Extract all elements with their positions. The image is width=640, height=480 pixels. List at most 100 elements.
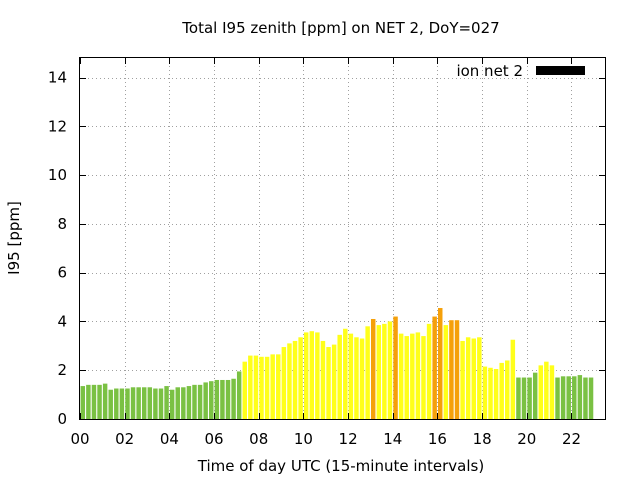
bar: [276, 354, 281, 419]
bar: [303, 332, 309, 419]
bar: [242, 361, 247, 419]
bar: [125, 388, 130, 419]
bar: [471, 338, 476, 419]
x-tick-label: 06: [204, 430, 223, 448]
bar: [415, 332, 421, 419]
bar: [544, 361, 549, 419]
bar: [225, 379, 231, 419]
legend: ion net 2: [456, 62, 585, 80]
bar: [80, 386, 86, 419]
x-tick-label: 02: [115, 430, 134, 448]
bar: [583, 377, 588, 419]
bar: [309, 331, 315, 419]
bar: [393, 316, 398, 419]
bar: [97, 384, 102, 419]
bar: [236, 371, 242, 419]
bar: [465, 337, 471, 419]
bar: [181, 387, 186, 419]
bar: [153, 388, 158, 419]
bar: [482, 366, 488, 419]
bar: [298, 337, 303, 419]
y-tick-label: 10: [48, 166, 67, 184]
bar: [410, 333, 415, 419]
bar: [169, 389, 175, 419]
y-tick-label: 14: [48, 69, 67, 87]
bar: [270, 354, 275, 419]
bar: [231, 378, 236, 419]
x-tick-label: 16: [428, 430, 447, 448]
x-tick-label: 22: [562, 430, 581, 448]
bar: [326, 347, 331, 419]
bar: [287, 343, 292, 419]
bar: [203, 382, 208, 419]
bar: [510, 339, 516, 419]
bar: [454, 320, 460, 419]
legend-swatch: [536, 66, 585, 75]
bar: [370, 318, 376, 419]
bar: [114, 388, 119, 419]
y-tick-label: 0: [57, 410, 67, 428]
bar: [527, 377, 532, 419]
bar: [588, 377, 594, 419]
bar: [209, 381, 214, 419]
bar: [331, 344, 337, 419]
chart-title: Total I95 zenith [ppm] on NET 2, DoY=027: [181, 19, 499, 37]
bar: [404, 336, 409, 419]
bar: [281, 347, 287, 419]
x-tick-label: 08: [249, 430, 268, 448]
bar: [175, 387, 180, 419]
bar: [337, 334, 342, 419]
grid-lines: [80, 58, 605, 419]
bar: [499, 362, 504, 419]
x-tick-label: 10: [294, 430, 313, 448]
bar: [192, 384, 197, 419]
bar: [186, 386, 192, 419]
bar: [432, 316, 437, 419]
bar: [387, 321, 393, 419]
bar: [259, 356, 264, 419]
plot-frame: [79, 57, 606, 420]
bar: [438, 308, 443, 419]
bar: [426, 323, 432, 419]
y-tick-label: 8: [57, 215, 67, 233]
bar: [398, 333, 404, 419]
bar: [158, 388, 164, 419]
bar: [248, 355, 253, 419]
bar: [376, 325, 382, 419]
y-tick-label: 2: [57, 361, 67, 379]
bar: [130, 387, 136, 419]
bar: [555, 377, 560, 419]
bar: [119, 388, 125, 419]
bar: [449, 320, 454, 419]
x-axis-label: Time of day UTC (15-minute intervals): [197, 457, 484, 475]
y-tick-label: 6: [57, 264, 67, 282]
bar: [86, 384, 91, 419]
bar: [102, 383, 108, 419]
bar: [538, 365, 544, 419]
y-tick-label: 4: [57, 312, 67, 330]
legend-label: ion net 2: [456, 62, 523, 80]
bar: [141, 387, 147, 419]
bar: [493, 369, 499, 419]
bar: [197, 384, 203, 419]
bar: [572, 376, 577, 419]
bars: [80, 308, 594, 419]
bar: [354, 337, 359, 419]
x-tick-label: 14: [383, 430, 402, 448]
bar: [477, 337, 482, 419]
y-axis-label: I95 [ppm]: [5, 201, 23, 275]
bar: [460, 340, 465, 419]
bar: [91, 384, 97, 419]
bar: [348, 333, 354, 419]
bar: [516, 377, 521, 419]
bar: [108, 389, 113, 419]
bar: [505, 360, 510, 419]
bar: [382, 323, 387, 419]
bar: [253, 355, 259, 419]
y-tick-label: 12: [48, 117, 67, 135]
bar: [320, 340, 326, 419]
x-tick-label: 04: [160, 430, 179, 448]
bar: [365, 326, 370, 419]
